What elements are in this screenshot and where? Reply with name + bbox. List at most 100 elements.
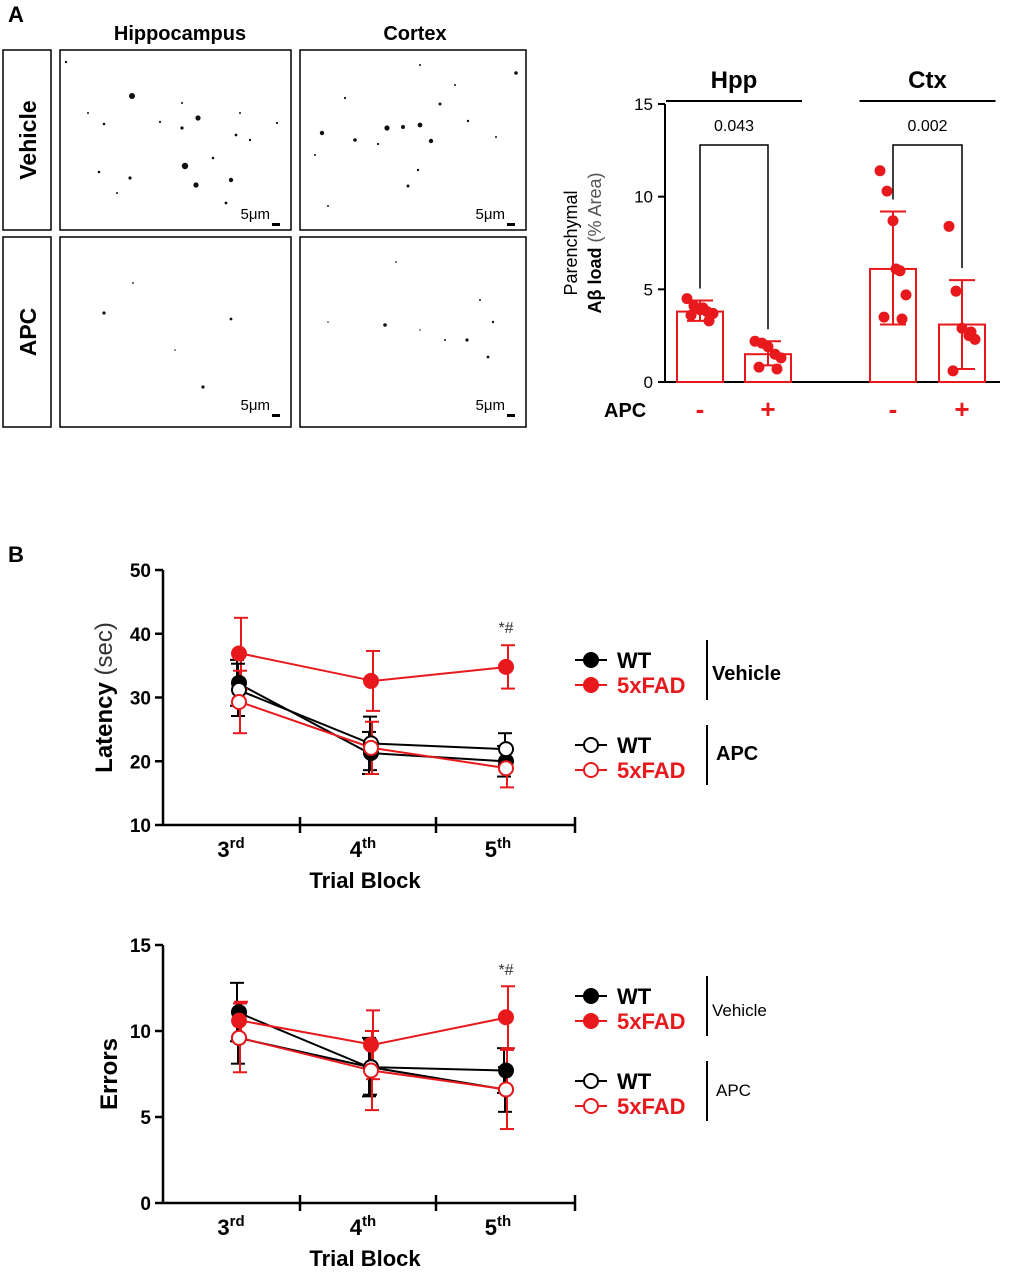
legend-group-apc: APC xyxy=(716,743,758,765)
legend-swatch-marker xyxy=(583,1098,599,1114)
row-label-vehicle: Vehicle xyxy=(15,100,41,179)
x-tick-label: 3rd xyxy=(217,835,244,862)
micrograph-frame xyxy=(299,236,527,428)
scale-bar-label: 5μm xyxy=(241,206,270,223)
x-tick-label: 5th xyxy=(485,835,511,862)
data-point xyxy=(231,693,247,710)
legend-swatch-marker xyxy=(583,652,599,668)
data-point xyxy=(881,185,893,197)
row-label-box-apc xyxy=(2,236,52,428)
micrograph-row-vehicle: Vehicle xyxy=(2,49,52,231)
data-point xyxy=(874,165,886,177)
x-axis-label: Trial Block xyxy=(309,868,421,893)
plaque-dots xyxy=(64,60,279,205)
y-tick-label: 15 xyxy=(634,95,653,114)
significance-annotation: *# xyxy=(498,620,513,637)
data-point xyxy=(498,658,514,675)
legend-label: 5xFAD xyxy=(617,758,685,783)
data-point xyxy=(703,315,715,327)
x-tick-label: 4th xyxy=(350,835,376,862)
y-tick-label: 40 xyxy=(130,625,151,646)
y-tick-label: 0 xyxy=(644,373,653,392)
y-tick-label: 0 xyxy=(140,1194,151,1215)
legend-label: WT xyxy=(617,648,652,673)
micrograph-frame xyxy=(299,49,527,231)
y-tick-label: 10 xyxy=(130,1022,151,1043)
significance-bracket xyxy=(699,144,769,330)
y-tick-label: 15 xyxy=(130,936,152,957)
legend-label: 5xFAD xyxy=(617,673,685,698)
plaque-dots xyxy=(102,282,233,389)
legend-label: WT xyxy=(617,733,652,758)
legend-swatch-marker xyxy=(583,737,599,753)
data-point xyxy=(947,365,959,377)
data-point xyxy=(753,361,765,373)
x-axis-label-apc: APC xyxy=(604,400,646,422)
legend-group-apc: APC xyxy=(716,1081,751,1100)
data-point xyxy=(231,1029,247,1046)
latency-line-chart: 10 20 30 40 50 3rd 4th 5th Trial Block Latency (s… xyxy=(91,561,781,893)
row-label-box-vehicle xyxy=(2,49,52,231)
data-point xyxy=(890,263,902,275)
scale-bar xyxy=(272,223,280,226)
group-label-ctx: Ctx xyxy=(908,67,947,94)
amyloid-load-bar-chart: 0 5 10 15 Parenchymal Aβ load (% Area) APC Hpp 0… xyxy=(561,67,1000,424)
legend-swatch-marker xyxy=(583,762,599,778)
plaque-dots xyxy=(314,64,518,207)
data-point xyxy=(681,293,693,305)
y-tick-label: 10 xyxy=(130,816,151,837)
y-axis-label-line2: Aβ load (% Area) xyxy=(585,172,605,313)
scale-bar xyxy=(272,414,280,417)
data-point xyxy=(887,215,899,227)
micrograph-col-cortex: Cortex xyxy=(383,23,446,45)
data-point xyxy=(498,1009,514,1026)
micrograph-col-hippocampus: Hippocampus xyxy=(114,23,246,45)
p-value-label: 0.043 xyxy=(714,118,754,135)
bar-hpp-vehicle xyxy=(676,310,724,383)
data-point xyxy=(685,309,697,321)
x-tick-label: 4th xyxy=(350,1213,376,1240)
data-point xyxy=(498,760,514,777)
legend-label: 5xFAD xyxy=(617,1009,685,1034)
data-point xyxy=(231,1012,247,1029)
legend-group-vehicle: Vehicle xyxy=(712,1001,767,1020)
data-point xyxy=(363,1036,379,1053)
y-tick-label: 5 xyxy=(644,280,653,299)
legend-label: WT xyxy=(617,1069,652,1094)
data-point xyxy=(762,341,774,353)
data-point xyxy=(363,672,379,689)
micrograph-apc-cortex: 5μm xyxy=(299,236,527,428)
p-value-label: 0.002 xyxy=(907,118,947,135)
panel-label-b: B xyxy=(8,542,24,567)
legend-label: WT xyxy=(617,984,652,1009)
apc-sign: - xyxy=(696,394,705,424)
x-axis-label: Trial Block xyxy=(309,1246,421,1271)
plaque-dots xyxy=(327,261,495,359)
data-point xyxy=(498,741,514,758)
legend-swatch-marker xyxy=(583,988,599,1004)
micrograph-frame xyxy=(59,236,292,428)
data-point xyxy=(498,1062,514,1079)
scale-bar-label: 5μm xyxy=(476,206,505,223)
micrograph-apc-hippocampus: 5μm xyxy=(59,236,292,428)
y-tick-label: 30 xyxy=(130,689,151,710)
x-tick-label: 5th xyxy=(485,1213,511,1240)
micrograph-vehicle-cortex: 5μm xyxy=(299,49,527,231)
y-axis-label: Errors xyxy=(96,1038,123,1110)
data-point xyxy=(775,352,787,364)
apc-sign: + xyxy=(954,394,969,424)
y-tick-label: 20 xyxy=(130,752,151,773)
scale-bar xyxy=(507,414,515,417)
group-label-hpp: Hpp xyxy=(711,67,758,94)
scale-bar-label: 5μm xyxy=(241,397,270,414)
data-point xyxy=(950,285,962,297)
data-point xyxy=(878,311,890,323)
significance-annotation: *# xyxy=(498,962,513,979)
y-tick-label: 5 xyxy=(140,1108,151,1129)
y-axis-label: Latency (sec) xyxy=(91,622,118,773)
legend-swatch-marker xyxy=(583,677,599,693)
data-point xyxy=(956,322,968,334)
apc-sign: - xyxy=(889,394,898,424)
data-point xyxy=(943,220,955,232)
